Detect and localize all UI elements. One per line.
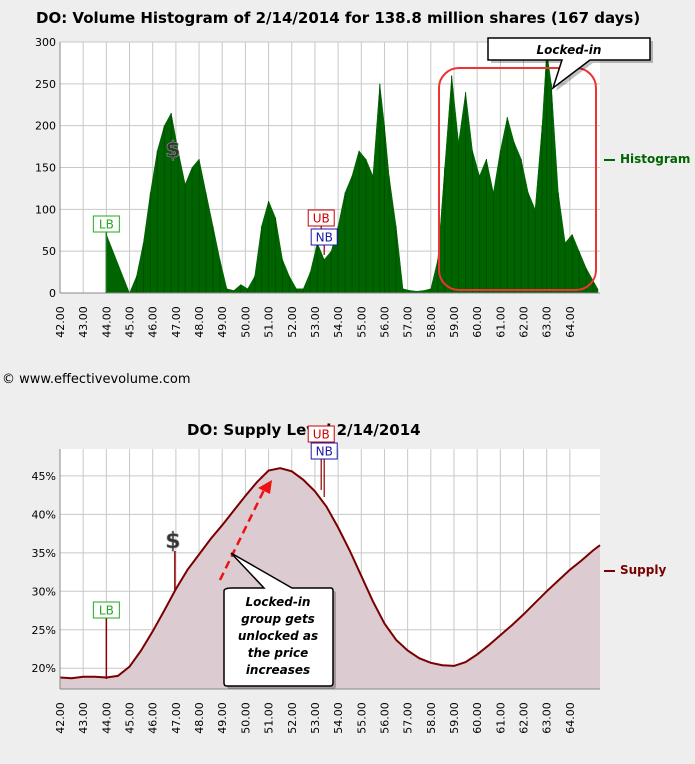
supply-x-tick-label: 54.00 (332, 702, 345, 734)
supply-legend[interactable]: Supply (604, 563, 666, 577)
supply-x-tick-label: 52.00 (286, 702, 299, 734)
supply-x-tick-label: 64.00 (564, 702, 577, 734)
supply-x-tick-label: 58.00 (425, 702, 438, 734)
hist-dollar-marker: $ (165, 138, 180, 163)
histogram-legend[interactable]: Histogram (604, 152, 690, 166)
supply-x-tick-label: 43.00 (77, 702, 90, 734)
locked-in-highlight-box (438, 67, 597, 291)
supply-lb-label: LB (99, 604, 114, 618)
supply-y-tick-label: 30% (32, 585, 56, 598)
unlocked-callout-text: increases (246, 663, 310, 677)
hist-x-tick-label: 56.00 (378, 306, 391, 338)
copyright-text: © www.effectivevolume.com (2, 372, 191, 387)
unlocked-callout-text: unlocked as (238, 629, 318, 643)
supply-x-tick-label: 63.00 (541, 702, 554, 734)
hist-x-tick-label: 50.00 (239, 306, 252, 338)
supply-x-tick-label: 62.00 (518, 702, 531, 734)
supply-x-tick-label: 48.00 (193, 702, 206, 734)
hist-lb-label-box (92, 215, 120, 233)
supply-x-tick-label: 60.00 (471, 702, 484, 734)
hist-ub-label: UB (313, 212, 330, 226)
supply-x-tick-label: 56.00 (378, 702, 391, 734)
unlocked-callout-text: the price (248, 646, 308, 660)
supply-y-tick-label: 20% (32, 662, 56, 675)
supply-nb-label: NB (316, 445, 333, 459)
hist-x-tick-label: 61.00 (494, 306, 507, 338)
supply-x-tick-label: 46.00 (147, 702, 160, 734)
hist-y-tick-label: 50 (42, 245, 56, 258)
hist-x-tick-label: 57.00 (402, 306, 415, 338)
hist-x-tick-label: 62.00 (518, 306, 531, 338)
supply-ub-label: UB (313, 428, 330, 442)
hist-lb-label: LB (99, 218, 114, 232)
hist-x-tick-label: 54.00 (332, 306, 345, 338)
hist-x-tick-label: 44.00 (100, 306, 113, 338)
supply-x-tick-label: 47.00 (170, 702, 183, 734)
supply-x-tick-label: 50.00 (239, 702, 252, 734)
locked-in-callout-text: Locked-in (537, 43, 602, 57)
hist-x-tick-label: 51.00 (263, 306, 276, 338)
hist-nb-label: NB (316, 231, 333, 245)
hist-x-tick-label: 49.00 (216, 306, 229, 338)
unlocked-callout-bubble (223, 552, 334, 687)
histogram-series (106, 50, 598, 294)
hist-x-tick-label: 59.00 (448, 306, 461, 338)
supply-y-tick-label: 35% (32, 547, 56, 560)
supply-legend-label: Supply (620, 563, 667, 577)
hist-x-tick-label: 55.00 (355, 306, 368, 338)
hist-x-tick-label: 60.00 (471, 306, 484, 338)
price-increase-arrowhead (258, 480, 272, 494)
histogram-legend-swatch (604, 158, 615, 161)
supply-line (59, 467, 601, 680)
hist-y-tick-label: 200 (35, 120, 56, 133)
hist-x-tick-label: 58.00 (425, 306, 438, 338)
supply-title: DO: Supply Level 2/14/2014 (187, 421, 421, 439)
hist-x-tick-label: 46.00 (147, 306, 160, 338)
unlocked-callout-text: group gets (241, 612, 315, 626)
hist-y-tick-label: 0 (49, 287, 56, 300)
hist-y-tick-label: 150 (35, 162, 56, 175)
hist-x-tick-label: 43.00 (77, 306, 90, 338)
hist-x-tick-label: 53.00 (309, 306, 322, 338)
hist-y-tick-label: 100 (35, 203, 56, 216)
hist-y-tick-label: 250 (35, 78, 56, 91)
histogram-title: DO: Volume Histogram of 2/14/2014 for 13… (36, 9, 641, 27)
supply-lb-label-box (92, 601, 120, 619)
supply-x-tick-label: 57.00 (402, 702, 415, 734)
supply-x-tick-label: 49.00 (216, 702, 229, 734)
supply-area (60, 468, 600, 689)
supply-x-tick-label: 55.00 (355, 702, 368, 734)
hist-x-tick-label: 45.00 (124, 306, 137, 338)
hist-x-tick-label: 63.00 (541, 306, 554, 338)
hist-x-tick-label: 42.00 (54, 306, 67, 338)
supply-x-tick-label: 51.00 (263, 702, 276, 734)
supply-x-tick-label: 44.00 (100, 702, 113, 734)
supply-dollar-marker: $ (165, 529, 180, 554)
hist-y-tick-label: 300 (35, 36, 56, 49)
supply-x-tick-label: 45.00 (124, 702, 137, 734)
hist-x-tick-label: 64.00 (564, 306, 577, 338)
hist-x-tick-label: 52.00 (286, 306, 299, 338)
supply-x-tick-label: 42.00 (54, 702, 67, 734)
price-increase-arrow (218, 489, 266, 581)
unlocked-callout-text: Locked-in (246, 595, 311, 609)
histogram-legend-label: Histogram (620, 152, 691, 166)
hist-x-tick-label: 48.00 (193, 306, 206, 338)
supply-x-tick-label: 53.00 (309, 702, 322, 734)
supply-y-tick-label: 45% (32, 470, 56, 483)
supply-legend-swatch (604, 569, 615, 572)
supply-y-tick-label: 25% (32, 624, 56, 637)
hist-x-tick-label: 47.00 (170, 306, 183, 338)
supply-x-tick-label: 59.00 (448, 702, 461, 734)
supply-x-tick-label: 61.00 (494, 702, 507, 734)
locked-in-callout-bubble (487, 37, 651, 91)
supply-y-tick-label: 40% (32, 508, 56, 521)
